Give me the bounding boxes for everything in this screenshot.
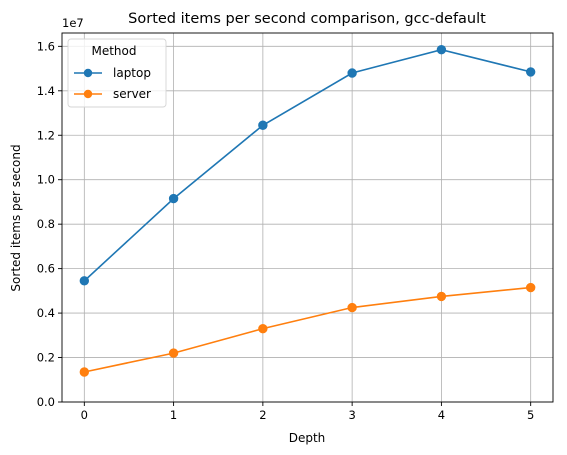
legend-label-server: server xyxy=(113,87,151,101)
data-point-server xyxy=(79,367,90,377)
y-axis-offset-label: 1e7 xyxy=(62,16,84,30)
legend-box xyxy=(67,38,167,108)
series-laptop xyxy=(79,44,536,286)
legend-title: Method xyxy=(91,44,136,58)
y-tick-label: 0.2 xyxy=(37,351,55,365)
data-point-server xyxy=(436,291,447,302)
x-tick-label: 3 xyxy=(348,408,355,422)
legend-marker-laptop xyxy=(83,68,93,78)
x-tick-label: 0 xyxy=(81,408,88,422)
x-axis-label: Depth xyxy=(289,431,326,445)
x-tick-label: 1 xyxy=(170,408,177,422)
y-tick-label: 1.6 xyxy=(37,39,55,53)
y-tick-label: 1.0 xyxy=(37,173,55,187)
y-tick-label: 0.8 xyxy=(37,217,55,231)
y-axis-label: Sorted items per second xyxy=(9,144,23,291)
series-line-server xyxy=(84,286,531,373)
axis-ticks: 0 1 2 3 4 5 0.0 0.2 0.4 0.6 0.8 1.0 1.2 1.4 1.6 xyxy=(37,39,535,422)
y-tick-label: 0.4 xyxy=(37,306,55,320)
legend-label-laptop: laptop xyxy=(113,66,151,80)
series-layer xyxy=(79,44,536,377)
legend: Method laptop server xyxy=(67,38,167,108)
legend-marker-server xyxy=(83,89,93,99)
x-tick-label: 4 xyxy=(438,408,445,422)
x-tick-label: 2 xyxy=(259,408,266,422)
series-server xyxy=(79,282,536,377)
data-point-server xyxy=(168,348,179,358)
data-point-laptop xyxy=(525,67,536,77)
legend-entry-laptop: laptop xyxy=(74,66,151,80)
data-point-server xyxy=(525,282,536,293)
data-point-server xyxy=(258,323,268,334)
y-tick-label: 1.4 xyxy=(37,84,55,98)
x-tick-label: 5 xyxy=(527,408,534,422)
y-tick-label: 0.6 xyxy=(37,262,55,276)
series-line-laptop xyxy=(83,48,531,282)
y-tick-label: 0.0 xyxy=(37,395,55,409)
y-tick-label: 1.2 xyxy=(37,128,55,142)
data-point-laptop xyxy=(347,68,357,78)
chart-title: Sorted items per second comparison, gcc-… xyxy=(128,11,486,27)
legend-entry-server: server xyxy=(74,87,151,101)
plot-frame xyxy=(61,32,554,403)
data-point-server xyxy=(347,302,357,313)
legend-entries: laptop server xyxy=(74,66,151,101)
grid-lines xyxy=(62,33,553,403)
data-point-laptop xyxy=(436,44,447,55)
data-point-laptop xyxy=(258,120,268,130)
data-point-laptop xyxy=(168,193,179,204)
data-point-laptop xyxy=(79,276,90,286)
